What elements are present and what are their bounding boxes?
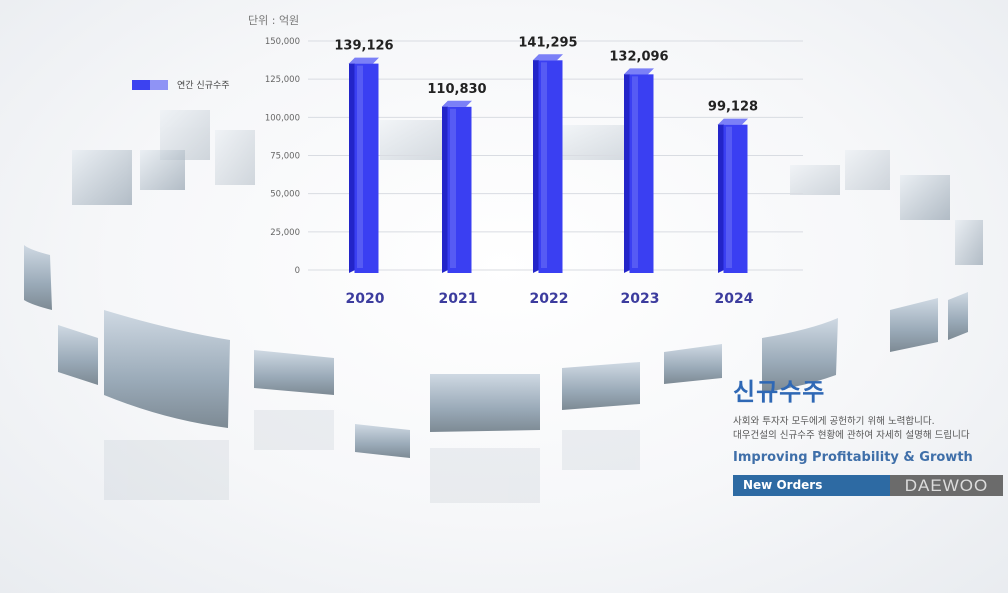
bar-highlight	[632, 76, 638, 269]
y-tick-label: 25,000	[270, 228, 300, 238]
bar-side	[718, 118, 724, 274]
bar-highlight	[357, 65, 363, 268]
bar-side	[624, 68, 630, 274]
data-label: 99,128	[708, 100, 758, 115]
bar-side	[442, 100, 448, 273]
y-tick-label: 100,000	[265, 113, 300, 123]
bar-2024	[718, 118, 748, 274]
new-orders-label: New Orders	[733, 475, 890, 496]
x-tick-label: 2022	[530, 291, 569, 307]
y-tick-label: 0	[295, 266, 300, 276]
bar-highlight	[450, 108, 456, 268]
bar-top	[349, 57, 379, 64]
x-tick-label: 2023	[621, 291, 660, 307]
new-orders-bar: New Orders DAEWOO	[733, 475, 1003, 496]
y-tick-label: 125,000	[265, 75, 300, 85]
legend-swatch	[132, 79, 168, 90]
bar-highlight	[541, 62, 547, 268]
y-tick-label: 75,000	[270, 152, 300, 162]
x-tick-label: 2021	[439, 291, 478, 307]
brand-logo-text: DAEWOO	[890, 475, 1003, 496]
bar-top	[442, 100, 472, 107]
panel-desc-line1: 사회와 투자자 모두에게 공헌하기 위해 노력합니다.	[733, 416, 935, 427]
legend-label: 연간 신규수주	[177, 81, 230, 91]
bar-top	[624, 68, 654, 75]
bar-2023	[624, 68, 654, 274]
bar-2022	[533, 54, 563, 273]
y-tick-label: 50,000	[270, 190, 300, 200]
panel-desc-line2: 대우건설의 신규수주 현황에 관하여 자세히 설명해 드립니다	[733, 430, 970, 441]
x-tick-label: 2020	[346, 291, 385, 307]
data-label: 141,295	[518, 35, 577, 50]
unit-label: 단위 : 억원	[248, 14, 300, 27]
panel-description: 사회와 투자자 모두에게 공헌하기 위해 노력합니다. 대우건설의 신규수주 현…	[733, 415, 1005, 443]
y-tick-label: 150,000	[265, 37, 300, 47]
panel-title: 신규수주	[733, 378, 826, 406]
legend: 연간 신규수주	[132, 78, 230, 91]
bar-highlight	[726, 126, 732, 269]
bar-2020	[349, 57, 379, 273]
bar-2021	[442, 100, 472, 273]
bar-top	[718, 118, 748, 125]
data-label: 132,096	[609, 49, 668, 64]
panel-subtitle: Improving Profitability & Growth	[733, 450, 973, 465]
bar-side	[533, 54, 539, 273]
data-label: 110,830	[427, 82, 486, 97]
bar-top	[533, 54, 563, 61]
info-panel: 신규수주 사회와 투자자 모두에게 공헌하기 위해 노력합니다. 대우건설의 신…	[733, 372, 1005, 496]
data-label: 139,126	[334, 39, 393, 54]
bar-side	[349, 57, 355, 273]
x-tick-label: 2024	[715, 291, 754, 307]
